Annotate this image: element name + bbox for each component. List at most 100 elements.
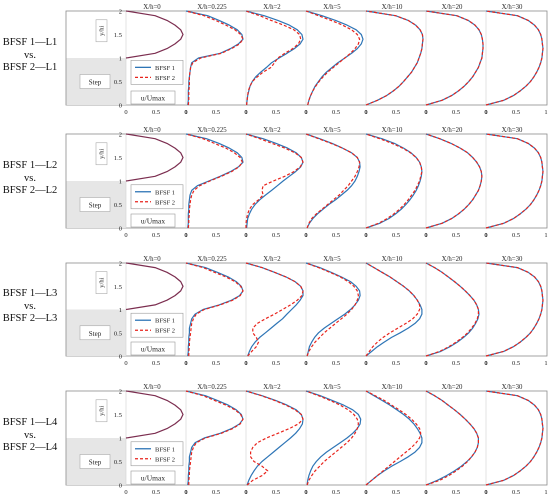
y-tick-label: 1.5	[114, 284, 122, 291]
bfsf2-profile-line	[185, 390, 244, 485]
bfsf1-profile-line	[185, 390, 244, 486]
x-tick-label: 0.5	[152, 109, 160, 116]
station-plot: X/h=10 0 0.5 1	[364, 384, 427, 496]
station-plot: X/h=30 0 0.5 1	[484, 4, 547, 116]
x-tick-label: 0	[364, 360, 367, 367]
legend: BFSF 1 BFSF 2	[130, 312, 184, 338]
y-axis-label: y/hi	[95, 271, 108, 294]
row-label-line2: vs.	[24, 172, 36, 184]
y-label-box	[95, 399, 108, 423]
y-tick-label: 0.5	[114, 79, 122, 86]
y-axis-label: y/hi	[95, 19, 108, 43]
station-title: X/h=0	[143, 384, 161, 391]
x-tick-label: 0	[424, 232, 427, 239]
x-tick-label: 0	[244, 232, 247, 239]
legend-label: BFSF 2	[155, 456, 175, 463]
x-tick-label: 0.5	[512, 489, 520, 496]
x-label-box	[130, 90, 176, 105]
station-plot: X/h=5 0 0.5 1	[304, 127, 367, 239]
x-tick-label: 1	[424, 489, 427, 496]
bfsf2-profile-line	[485, 262, 544, 357]
station-title: X/h=30	[502, 384, 523, 391]
station-title: X/h=30	[502, 127, 523, 134]
legend: BFSF 1 BFSF 2	[130, 184, 184, 210]
station-title: X/h=10	[382, 256, 403, 263]
bfsf1-profile-line	[245, 262, 304, 357]
x-tick-label: 1	[304, 232, 307, 239]
x-tick-label: 0	[304, 232, 307, 239]
x-tick-label: 0.5	[272, 360, 280, 367]
step-label: Step	[79, 325, 111, 341]
bfsf2-profile-line	[485, 390, 544, 486]
bfsf2-profile-line	[245, 10, 302, 106]
bfsf1-profile-line	[425, 133, 483, 229]
legend-box	[130, 184, 184, 210]
bfsf2-profile-line	[305, 262, 359, 357]
station-title: X/h=20	[442, 4, 463, 11]
x-tick-label: 0	[304, 360, 307, 367]
step-label-text: Step	[89, 459, 102, 467]
x-tick-label: 1	[544, 232, 547, 239]
station-plot: X/h=30 0 0.5 1	[484, 384, 547, 496]
x-tick-label: 1	[244, 109, 247, 116]
bfsf1-profile-line	[365, 262, 423, 357]
x-tick-label: 0.5	[392, 489, 400, 496]
station-title: X/h=20	[442, 256, 463, 263]
station-title: X/h=2	[263, 127, 281, 134]
station-plot: X/h=30 0 0.5 1	[484, 127, 547, 239]
x-tick-label: 0.5	[512, 232, 520, 239]
legend-label: BFSF 2	[155, 328, 175, 335]
bfsf2-profile-line	[425, 10, 484, 106]
y-tick-label: 0	[119, 103, 122, 110]
station-title: X/h=2	[263, 256, 281, 263]
y-tick-label: 1.5	[114, 412, 122, 419]
y-tick-label: 0.5	[114, 202, 122, 209]
x-tick-label: 0.5	[512, 360, 520, 367]
y-tick-label: 1	[119, 307, 122, 314]
x-tick-label: 1	[304, 109, 307, 116]
bfsf2-profile-line	[185, 133, 243, 229]
x-tick-label: 0.5	[272, 489, 280, 496]
x-axis-label: u/Umax	[130, 213, 176, 228]
x-tick-label: 0.5	[392, 109, 400, 116]
row-label: BFSF 1—L4 vs. BFSF 2—L4	[0, 417, 60, 455]
y-label-box	[95, 271, 108, 294]
row-label-line3: BFSF 2—L3	[2, 313, 58, 324]
x-tick-label: 1	[364, 109, 367, 116]
y-label-box	[95, 142, 108, 166]
x-tick-label: 0.5	[212, 489, 220, 496]
station-plot: X/h=2 0 0.5 1	[244, 256, 307, 367]
step-label-box	[79, 74, 111, 89]
step-label-text: Step	[89, 79, 102, 87]
x-tick-label: 0	[124, 489, 127, 496]
row-label-line3: BFSF 2—L1	[2, 62, 58, 73]
station-plot: X/h=10 0 0.5 1	[364, 127, 427, 239]
x-tick-label: 0.5	[332, 232, 340, 239]
bfsf2-profile-line	[245, 262, 304, 357]
x-tick-label: 0.5	[452, 489, 460, 496]
x-tick-label: 0.5	[512, 109, 520, 116]
x-tick-label: 0.5	[212, 232, 220, 239]
bfsf1-profile-line	[425, 390, 479, 486]
bfsf1-profile-line	[185, 10, 244, 106]
y-tick-label: 2	[119, 132, 122, 139]
y-label-text: y/hi	[99, 149, 106, 159]
x-tick-label: 0.5	[392, 232, 400, 239]
x-tick-label: 0	[304, 489, 307, 496]
bfsf2-profile-line	[425, 390, 479, 486]
station-title: X/h=0.225	[197, 4, 227, 11]
x-tick-label: 0	[184, 232, 187, 239]
legend-label: BFSF 1	[155, 189, 175, 196]
legend-box	[130, 312, 184, 338]
x-tick-label: 0	[184, 489, 187, 496]
x-tick-label: 0.5	[452, 109, 460, 116]
x-tick-label: 0.5	[332, 109, 340, 116]
x-tick-label: 0.5	[452, 232, 460, 239]
station-plot: X/h=20 0 0.5 1	[424, 384, 487, 496]
y-label-box	[95, 19, 108, 43]
row-label-line1: BFSF 1—L3	[2, 288, 58, 299]
